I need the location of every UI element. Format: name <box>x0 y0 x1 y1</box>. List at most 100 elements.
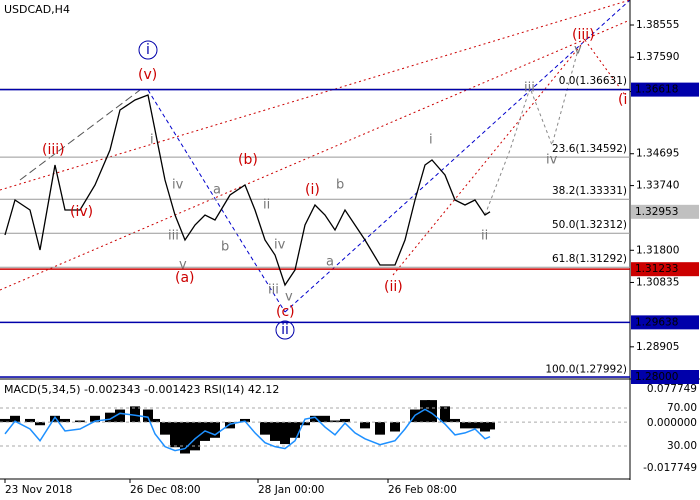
fib-label: 50.0(1.32312) <box>552 219 627 231</box>
wave-label: iv <box>546 153 558 168</box>
macd-bar <box>25 418 35 423</box>
wave-label: ii <box>481 229 488 244</box>
macd-bar <box>260 422 270 435</box>
macd-bar <box>0 418 10 423</box>
macd-bar <box>360 422 370 429</box>
price-label-box <box>631 369 699 384</box>
wave-label: iv <box>172 178 184 193</box>
macd-bar <box>225 422 235 429</box>
y-tick-label: 1.38555 <box>636 19 679 31</box>
macd-bar <box>300 422 310 426</box>
wave-label: (c) <box>276 304 295 320</box>
macd-bar <box>130 406 140 423</box>
indicator-axis-label: 0.077749 <box>647 383 697 395</box>
wave-label: a <box>326 255 334 270</box>
macd-bar <box>90 415 100 423</box>
macd-bar <box>170 422 180 448</box>
price-label-box <box>631 262 699 277</box>
price-series <box>4 94 491 287</box>
macd-bar <box>420 400 430 423</box>
indicator-title: MACD(5,34,5) -0.002343 -0.001423 RSI(14)… <box>4 383 279 396</box>
wave-label: i <box>429 133 433 148</box>
wave-label: (i <box>618 92 627 108</box>
wave-label: (v) <box>138 67 157 83</box>
macd-bar <box>210 422 220 438</box>
macd-bar <box>10 415 20 423</box>
x-tick-label: 26 Dec 08:00 <box>130 484 201 496</box>
price-label: 1.36618 <box>635 84 678 96</box>
macd-bar <box>427 400 437 423</box>
wave-label: (iv) <box>70 204 93 220</box>
symbol-label: USDCAD,H4 <box>4 3 70 16</box>
projection-path <box>484 49 579 216</box>
wave-label: (iii) <box>42 142 65 158</box>
indicator-axis-label: 0.000000 <box>647 417 697 429</box>
guide-line <box>584 39 626 96</box>
x-tick-label: 23 Nov 2018 <box>5 484 72 496</box>
rsi-line <box>4 408 491 452</box>
indicator-axis-label: -0.017749 <box>643 462 697 474</box>
wave-label: a <box>213 183 221 198</box>
y-tick-label: 1.34695 <box>636 148 679 160</box>
wave-label: (iii) <box>572 27 595 43</box>
macd-bar <box>150 418 160 423</box>
macd-bar <box>375 422 385 435</box>
y-tick-label: 1.37590 <box>636 51 679 63</box>
macd-bar <box>180 422 190 454</box>
price-label: 1.28000 <box>635 371 678 383</box>
y-tick-label: 1.31800 <box>636 244 679 256</box>
price-label-box <box>631 204 699 219</box>
macd-bar <box>485 422 495 430</box>
macd-bar <box>190 422 200 451</box>
indicator-axis-label: 30.00 <box>667 440 697 452</box>
macd-bar <box>310 415 320 423</box>
macd-bar <box>320 415 330 423</box>
x-tick-label: 28 Jan 00:00 <box>258 484 324 496</box>
macd-bar <box>143 409 153 423</box>
macd-bar <box>440 406 450 423</box>
macd-bar <box>35 422 45 426</box>
wave-label: iii <box>268 283 279 298</box>
wave-circle <box>138 40 158 60</box>
guide-line <box>284 0 631 313</box>
fib-label: 38.2(1.33331) <box>552 185 627 197</box>
price-label-box <box>631 315 699 330</box>
wave-label: (b) <box>238 152 258 168</box>
macd-bar <box>280 422 290 445</box>
wave-label: (ii) <box>384 279 403 295</box>
price-label: 1.31233 <box>635 263 678 275</box>
wave-label: iii <box>524 81 535 96</box>
price-label-box <box>631 82 699 97</box>
fib-label: 0.0(1.36631) <box>559 75 627 87</box>
macd-bar <box>50 415 60 423</box>
wave-label: i <box>146 42 150 58</box>
macd-bar <box>330 420 340 423</box>
wave-label: v <box>285 290 293 305</box>
wave-label: iv <box>274 238 286 253</box>
wave-label: (a) <box>175 270 195 286</box>
guide-line <box>0 19 631 291</box>
macd-bar <box>105 412 115 423</box>
fib-label: 61.8(1.31292) <box>552 253 627 265</box>
macd-bar <box>115 409 125 423</box>
y-tick-label: 1.28905 <box>636 341 679 353</box>
fib-label: 23.6(1.34592) <box>552 143 627 155</box>
wave-label: b <box>221 240 229 255</box>
wave-circle <box>275 320 295 340</box>
wave-label: b <box>336 178 344 193</box>
macd-bar <box>390 422 400 432</box>
wave-label: (i) <box>305 182 320 198</box>
x-tick-label: 26 Feb 08:00 <box>388 484 457 496</box>
guide-line <box>147 89 286 313</box>
macd-bar <box>75 420 85 423</box>
price-label: 1.32953 <box>635 206 678 218</box>
macd-bar <box>60 418 70 423</box>
macd-bar <box>450 418 460 423</box>
macd-bar <box>340 418 350 423</box>
y-tick-label: 1.30835 <box>636 276 679 288</box>
macd-bar <box>290 422 300 438</box>
wave-label: ii <box>281 322 289 338</box>
wave-label: ii <box>263 198 270 213</box>
wave-label: v <box>574 43 582 58</box>
